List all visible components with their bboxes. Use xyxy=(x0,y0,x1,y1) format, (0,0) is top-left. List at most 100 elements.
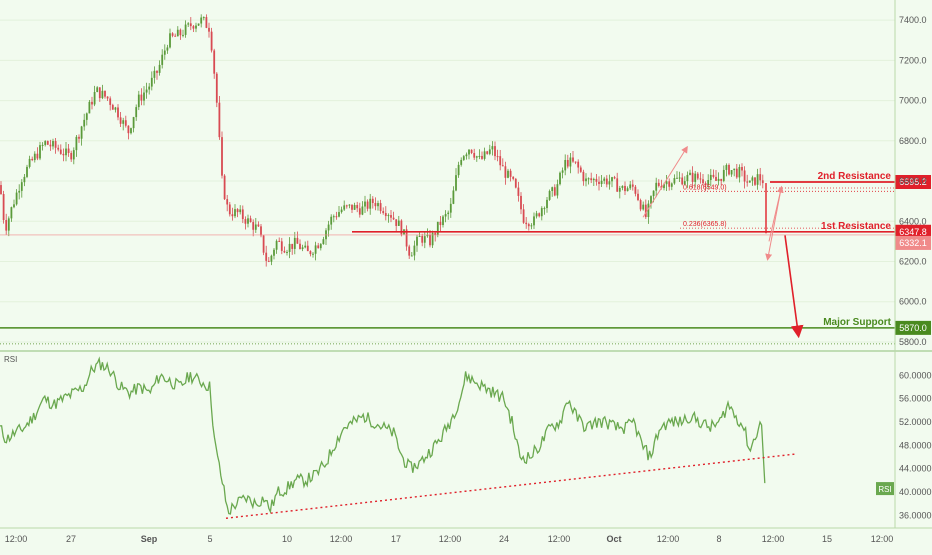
candle-body xyxy=(184,24,187,35)
candle-body xyxy=(249,218,252,223)
candle-body xyxy=(135,107,138,118)
price-tick-label: 7200.0 xyxy=(899,55,927,65)
price-levels: 2nd Resistance 6595.2 1st Resistance 6347.8… xyxy=(0,171,931,345)
candle-body xyxy=(171,33,174,36)
candle-body xyxy=(689,172,691,175)
candle-body xyxy=(517,187,520,196)
candle-body xyxy=(590,178,593,181)
candle-body xyxy=(387,215,390,217)
time-tick-label: 27 xyxy=(66,534,76,544)
candle-body xyxy=(361,206,364,215)
candle-body xyxy=(187,23,190,25)
candle-body xyxy=(577,161,580,168)
candle-body xyxy=(166,47,169,51)
candle-body xyxy=(556,184,559,196)
candle-body xyxy=(655,182,658,191)
candle-body xyxy=(257,224,260,227)
candle-body xyxy=(626,188,629,192)
time-tick-label: 12:00 xyxy=(871,534,894,544)
major-support-price-tag xyxy=(895,320,931,335)
candle-body xyxy=(254,224,257,230)
candle-body xyxy=(408,246,411,256)
candle-body xyxy=(67,148,70,153)
candle-body xyxy=(509,170,512,177)
rsi-axis[interactable]: 36.0000 40.0000 44.0000 48.0000 52.0000 56.00… xyxy=(876,370,932,520)
candle-body xyxy=(676,177,678,179)
candle-body xyxy=(455,175,457,191)
current-price-tag xyxy=(895,235,931,250)
candle-body xyxy=(605,178,608,185)
price-grid xyxy=(0,19,895,343)
candle-body xyxy=(150,77,153,87)
candle-body xyxy=(215,73,218,103)
rsi-tick-label: 52.0000 xyxy=(899,417,932,427)
candle-body xyxy=(351,204,353,210)
candle-body xyxy=(691,172,694,182)
candle-body xyxy=(0,185,2,195)
candle-body xyxy=(148,86,151,90)
candle-body xyxy=(98,87,101,99)
candle-body xyxy=(111,104,114,110)
time-axis[interactable]: 12:00 27 Sep 5 10 12:00 17 12:00 24 12:00 Oct 12:00… xyxy=(5,534,894,544)
rsi-tick-label: 48.0000 xyxy=(899,440,932,450)
rsi-tick-label: 40.0000 xyxy=(899,487,932,497)
rsi-pane-label: RSI xyxy=(4,355,17,364)
candle-body xyxy=(153,70,156,78)
candle-body xyxy=(176,29,179,37)
time-tick-label: Sep xyxy=(141,534,158,544)
candle-body xyxy=(400,220,403,235)
time-tick-label: 12:00 xyxy=(330,534,353,544)
candle-body xyxy=(746,181,749,183)
candle-body xyxy=(559,172,561,185)
candle-body xyxy=(260,226,262,236)
candle-body xyxy=(72,150,75,160)
candle-body xyxy=(122,120,125,124)
major-support-label: Major Support xyxy=(823,317,891,328)
candle-body xyxy=(377,203,379,207)
candle-body xyxy=(275,240,278,250)
candle-body xyxy=(423,236,426,243)
rsi-tick-label: 56.0000 xyxy=(899,394,932,404)
candle-body xyxy=(174,35,177,37)
candle-body xyxy=(392,217,395,220)
candle-body xyxy=(447,212,450,215)
candle-body xyxy=(520,195,522,210)
candle-body xyxy=(18,190,21,193)
candle-body xyxy=(418,235,421,237)
time-tick-label: 10 xyxy=(282,534,292,544)
candle-body xyxy=(652,190,655,197)
candle-body xyxy=(670,183,673,187)
rsi-series-path xyxy=(0,356,766,515)
candle-body xyxy=(442,216,444,226)
time-tick-label: 12:00 xyxy=(762,534,785,544)
candle-body xyxy=(343,205,346,210)
rsi-pane: RSI 36.0000 40.0000 44.0000 48.0000 52.0000 5… xyxy=(0,355,932,520)
candle-body xyxy=(618,187,621,192)
candle-body xyxy=(499,156,502,166)
current-price-text: 6332.1 xyxy=(899,238,927,248)
time-tick-label: 12:00 xyxy=(657,534,680,544)
candle-body xyxy=(582,171,585,182)
candle-body xyxy=(26,166,28,177)
candle-body xyxy=(46,141,49,145)
candle-body xyxy=(278,240,281,242)
candle-body xyxy=(210,31,213,51)
candle-body xyxy=(124,120,127,126)
price-tick-label: 5800.0 xyxy=(899,337,927,347)
candle-body xyxy=(522,209,525,223)
candle-body xyxy=(208,27,210,32)
candle-body xyxy=(286,251,288,253)
price-axis[interactable]: 5800.0 6000.0 6200.0 6400.0 6600.0 6800.0 7000… xyxy=(899,15,927,347)
candle-body xyxy=(213,50,216,74)
candle-body xyxy=(551,187,554,192)
candle-body xyxy=(426,234,429,237)
rsi-line xyxy=(0,356,766,515)
candle-body xyxy=(405,229,408,247)
candle-body xyxy=(70,152,73,160)
candle-body xyxy=(444,214,447,217)
candle-body xyxy=(132,117,135,129)
candle-body xyxy=(707,179,710,186)
candle-body xyxy=(319,244,322,249)
candle-body xyxy=(699,178,702,180)
